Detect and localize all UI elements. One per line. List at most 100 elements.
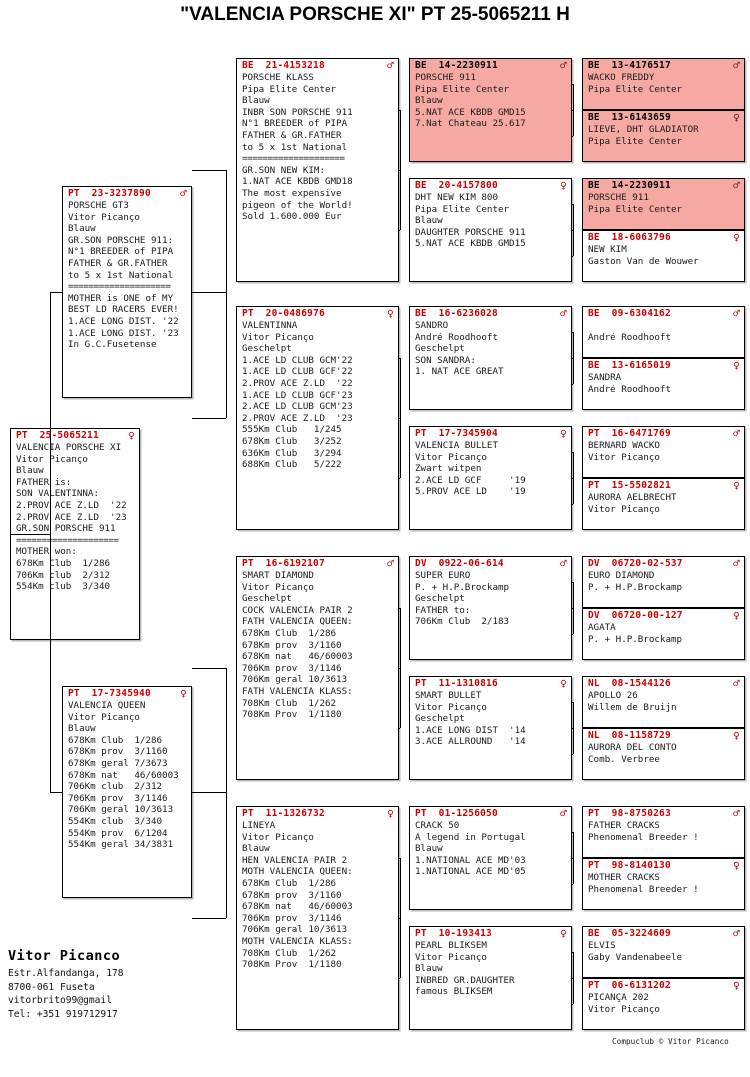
pigeon-gen4-11[interactable]: NL 08-1544126 ♂ APOLLO 26 Willem de Bruijn [582,676,745,728]
pigeon-gen4-1[interactable]: BE 13-4176517 ♂ WACKO FREDDY Pipa Elite Cen… [582,58,745,110]
pigeon-detail-line: ==================== [16,534,119,546]
pigeon-detail-line: 1.NATIONAL ACE MD'03 [415,854,526,866]
pigeon-gen4-14[interactable]: PT 98-8140130 ♀ MOTHER CRACKS Phenomenal Br… [582,858,745,910]
pigeon-gen4-10[interactable]: DV 06720-00-127 ♀ AGATA P. + H.P.Brockamp [582,608,745,660]
ring-header: PT 20-0486976 ♀ [237,307,398,319]
pigeon-gen3-8[interactable]: PT 10-193413 ♀ PEARL BLIKSEM Vitor Picanço B… [409,926,572,1030]
pigeon-gen4-5[interactable]: BE 09-6304162 ♂ André Roodhooft [582,306,745,358]
pigeon-gen2-4[interactable]: PT 11-1326732 ♀ LINEYA Vitor Picanço Blauw HE… [236,806,399,1030]
mother-stub [192,792,226,793]
pigeon-detail-line: INBR SON PORSCHE 911 [242,106,353,118]
pigeon-detail-line: 554Km geral 34/3831 [68,839,174,851]
gen2-bot-bracket-arm-bottom [192,918,226,919]
pigeon-detail-line: 554Km club 3/340 [16,581,111,593]
pigeon-gen4-7[interactable]: PT 16-6471769 ♂ BERNARD WACKO Vitor Picanço [582,426,745,478]
male-sex-icon: ♂ [180,187,187,200]
pigeon-detail-line: SMART DIAMOND [242,570,314,581]
female-sex-icon: ♀ [560,677,567,690]
subject-stub [10,534,50,535]
pigeon-gen4-3[interactable]: BE 14-2230911 ♂ PORSCHE 911 Pipa Elite Cent… [582,178,745,230]
pigeon-detail-line: P. + H.P.Brockamp [415,581,510,593]
pigeon-detail-lines: ELVIS Gaby Vandenabeele [583,939,744,965]
gen2-bot-bracket-arm-top [192,668,226,669]
pigeon-detail-lines: PORSCHE KLASS Pipa Elite Center Blauw INBR … [237,71,398,225]
gen4-feed-2 [572,230,573,231]
ring-number: PT 20-0486976 [242,308,325,319]
pigeon-mother[interactable]: PT 17-7345940 ♀ VALENCIA QUEEN Vitor Picanç… [62,686,192,898]
pigeon-detail-line: ==================== [68,281,171,293]
pigeon-detail-lines: AGATA P. + H.P.Brockamp [583,621,744,647]
pigeon-gen3-1[interactable]: BE 14-2230911 ♂ PORSCHE 911 Pipa Elite Cent… [409,58,572,162]
ring-header: PT 17-7345904 ♀ [410,427,571,439]
pigeon-detail-line: FATHER CRACKS [588,820,660,831]
owner-name: Vitor Picanco [8,948,121,964]
pigeon-detail-line: 706Km club 2/312 [16,569,111,581]
ring-header: NL 08-1158729 ♀ [583,729,744,741]
pigeon-gen4-13[interactable]: PT 98-8750263 ♂ FATHER CRACKS Phenomenal Br… [582,806,745,858]
pigeon-detail-line: Vitor Picanço [415,701,487,713]
pigeon-gen4-12[interactable]: NL 08-1158729 ♀ AURORA DEL CONTO Comb. Verb… [582,728,745,780]
pigeon-detail-line: PORSCHE GT3 [68,200,129,211]
pigeon-gen4-8[interactable]: PT 15-5502821 ♀ AURORA AELBRECHT Vitor Pica… [582,478,745,530]
pigeon-gen4-2[interactable]: BE 13-6143659 ♀ LIEVE, DHT GLADIATOR Pipa E… [582,110,745,162]
gen3-bracket-2-spine [400,358,401,478]
pigeon-detail-line: MOTH VALENCIA QUEEN: [242,866,353,878]
pigeon-detail-line: Willem de Bruijn [588,701,677,713]
ring-header: PT 23-3237890 ♂ [63,187,191,199]
pigeon-detail-lines: VALENTINNA Vitor Picanço Geschelpt 1.ACE LD… [237,319,398,473]
pigeon-detail-line: Vitor Picanço [242,581,314,593]
pigeon-gen4-9[interactable]: DV 06720-02-537 ♂ EURO DIAMOND P. + H.P.Bro… [582,556,745,608]
male-sex-icon: ♂ [733,807,740,820]
ring-number: PT 98-8750263 [588,808,671,819]
gen4-bracket-2-spine [573,204,574,256]
pigeon-gen3-5[interactable]: DV 0922-06-614 ♂ SUPER EURO P. + H.P.Brocka… [409,556,572,660]
pigeon-detail-line: 2.PROV ACE Z.LD '23 [16,511,127,523]
pigeon-detail-line: P. + H.P.Brockamp [588,633,683,645]
pigeon-gen4-15[interactable]: BE 05-3224609 ♂ ELVIS Gaby Vandenabeele [582,926,745,978]
pigeon-gen3-4[interactable]: PT 17-7345904 ♀ VALENCIA BULLET Vitor Pican… [409,426,572,530]
pigeon-subject[interactable]: PT 25-5065211 ♀ VALENCIA PORSCHE XI Vitor P… [10,428,140,640]
pigeon-detail-line: AGATA [588,622,616,633]
pigeon-detail-line: INBRED GR.DAUGHTER [415,974,515,986]
pigeon-gen3-2[interactable]: BE 20-4157800 ♀ DHT NEW KIM 800 Pipa Elite … [409,178,572,282]
gen4-bracket-4-arm-top [572,452,573,453]
pigeon-detail-line: ==================== [242,153,345,165]
ring-header: PT 98-8140130 ♀ [583,859,744,871]
pigeon-detail-line: FATHER & GR.FATHER [242,129,342,141]
pigeon-gen3-6[interactable]: PT 11-1310816 ♀ SMART BULLET Vitor Picanço G… [409,676,572,780]
ring-number: PT 17-7345904 [415,428,498,439]
pigeon-detail-lines: EURO DIAMOND P. + H.P.Brockamp [583,569,744,595]
gen4-feed-3 [572,358,573,359]
ring-header: PT 01-1256050 ♂ [410,807,571,819]
ring-header: BE 16-6236028 ♂ [410,307,571,319]
pigeon-detail-line: Vitor Picanço [415,451,487,463]
owner-city: 8700-061 Fuseta [8,981,95,993]
pigeon-gen4-6[interactable]: BE 13-6165019 ♀ SANDRA André Roodhooft [582,358,745,410]
pigeon-detail-lines: PORSCHE 911 Pipa Elite Center Blauw 5.NAT A… [410,71,571,132]
pigeon-father[interactable]: PT 23-3237890 ♂ PORSCHE GT3 Vitor Picanço Bl… [62,186,192,398]
page-title: "VALENCIA PORSCHE XI" PT 25-5065211 H [180,4,570,25]
pigeon-gen4-4[interactable]: BE 18-6063796 ♀ NEW KIM Gaston Van de Wouwe… [582,230,745,282]
ring-number: BE 20-4157800 [415,180,498,191]
gen4-bracket-7-arm-top [572,832,573,833]
female-sex-icon: ♀ [560,427,567,440]
pigeon-gen2-3[interactable]: PT 16-6192107 ♂ SMART DIAMOND Vitor Picanço… [236,556,399,780]
pigeon-detail-line: Blauw [16,465,44,477]
pigeon-detail-line: 708Km Prov 1/1180 [242,959,342,971]
pigeon-detail-line: André Roodhooft [588,383,671,395]
pigeon-gen3-7[interactable]: PT 01-1256050 ♂ CRACK 50 A legend in Portug… [409,806,572,910]
ring-number: PT 25-5065211 [16,430,99,441]
pigeon-detail-line: Phenomenal Breeder ! [588,883,699,895]
pigeon-detail-line: Blauw [415,95,443,107]
pigeon-gen2-2[interactable]: PT 20-0486976 ♀ VALENTINNA Vitor Picanço Ges… [236,306,399,530]
ring-header: PT 11-1310816 ♀ [410,677,571,689]
pigeon-detail-line: 678Km nat 46/60003 [68,769,179,781]
pigeon-gen4-16[interactable]: PT 06-6131202 ♀ PICANÇA 202 Vitor Picanço [582,978,745,1030]
pigeon-gen3-3[interactable]: BE 16-6236028 ♂ SANDRO André Roodhooft Gesch… [409,306,572,410]
pigeon-detail-line: Blauw [68,723,96,735]
pigeon-detail-line: MOTH VALENCIA KLASS: [242,935,353,947]
pigeon-detail-line: VALENCIA PORSCHE XI [16,442,122,453]
pigeon-gen2-1[interactable]: BE 21-4153218 ♂ PORSCHE KLASS Pipa Elite Ce… [236,58,399,282]
gen4-bracket-6-spine [573,702,574,754]
ring-number: BE 18-6063796 [588,232,671,243]
